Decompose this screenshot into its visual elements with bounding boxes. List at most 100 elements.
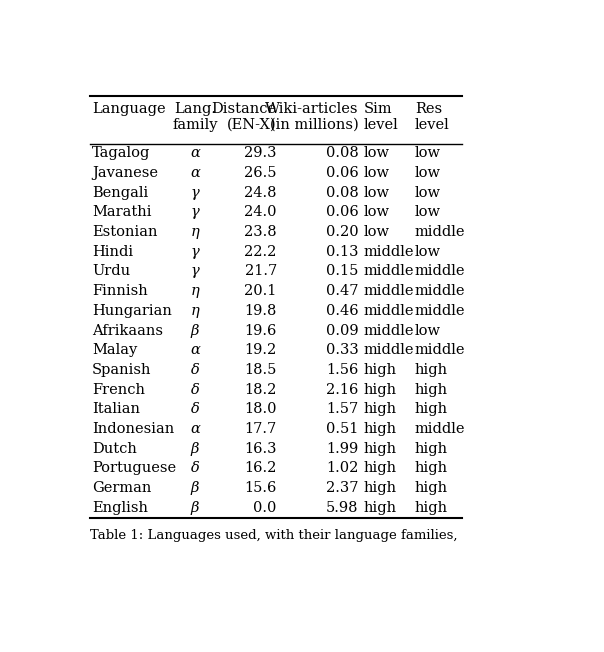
Text: 18.5: 18.5 — [245, 363, 277, 377]
Text: high: high — [415, 481, 448, 495]
Text: Hindi: Hindi — [92, 244, 133, 259]
Text: α: α — [190, 166, 200, 180]
Text: Italian: Italian — [92, 402, 140, 416]
Text: high: high — [415, 441, 448, 456]
Text: 0.08: 0.08 — [326, 186, 359, 200]
Text: 16.2: 16.2 — [245, 462, 277, 475]
Text: high: high — [415, 383, 448, 396]
Text: 0.46: 0.46 — [326, 304, 359, 318]
Text: low: low — [415, 186, 441, 200]
Text: 19.2: 19.2 — [245, 343, 277, 357]
Text: low: low — [364, 146, 390, 160]
Text: 26.5: 26.5 — [244, 166, 277, 180]
Text: low: low — [364, 205, 390, 220]
Text: high: high — [364, 501, 396, 514]
Text: 29.3: 29.3 — [244, 146, 277, 160]
Text: η: η — [190, 225, 199, 239]
Text: 0.33: 0.33 — [326, 343, 359, 357]
Text: Spanish: Spanish — [92, 363, 152, 377]
Text: high: high — [415, 402, 448, 416]
Text: 5.98: 5.98 — [326, 501, 359, 514]
Text: middle: middle — [415, 265, 465, 278]
Text: French: French — [92, 383, 145, 396]
Text: Bengali: Bengali — [92, 186, 148, 200]
Text: 1.99: 1.99 — [326, 441, 359, 456]
Text: 0.08: 0.08 — [326, 146, 359, 160]
Text: Malay: Malay — [92, 343, 137, 357]
Text: low: low — [415, 146, 441, 160]
Text: 2.37: 2.37 — [326, 481, 359, 495]
Text: low: low — [364, 166, 390, 180]
Text: 19.6: 19.6 — [245, 323, 277, 338]
Text: middle: middle — [364, 265, 414, 278]
Text: high: high — [415, 462, 448, 475]
Text: β: β — [191, 481, 199, 495]
Text: high: high — [364, 481, 396, 495]
Text: middle: middle — [364, 284, 414, 298]
Text: German: German — [92, 481, 151, 495]
Text: low: low — [415, 205, 441, 220]
Text: low: low — [364, 186, 390, 200]
Text: δ: δ — [190, 383, 199, 396]
Text: 0.06: 0.06 — [326, 205, 359, 220]
Text: Portuguese: Portuguese — [92, 462, 176, 475]
Text: γ: γ — [190, 205, 199, 220]
Text: Table 1: Languages used, with their language families,: Table 1: Languages used, with their lang… — [89, 529, 457, 542]
Text: middle: middle — [415, 225, 465, 239]
Text: 24.8: 24.8 — [244, 186, 277, 200]
Text: low: low — [415, 244, 441, 259]
Text: γ: γ — [190, 186, 199, 200]
Text: Hungarian: Hungarian — [92, 304, 172, 318]
Text: high: high — [364, 422, 396, 436]
Text: Tagalog: Tagalog — [92, 146, 150, 160]
Text: middle: middle — [364, 244, 414, 259]
Text: low: low — [364, 225, 390, 239]
Text: 0.51: 0.51 — [326, 422, 359, 436]
Text: 0.06: 0.06 — [326, 166, 359, 180]
Text: 17.7: 17.7 — [245, 422, 277, 436]
Text: high: high — [364, 441, 396, 456]
Text: 0.15: 0.15 — [326, 265, 359, 278]
Text: 23.8: 23.8 — [244, 225, 277, 239]
Text: Marathi: Marathi — [92, 205, 152, 220]
Text: γ: γ — [190, 265, 199, 278]
Text: high: high — [364, 462, 396, 475]
Text: η: η — [190, 304, 199, 318]
Text: 0.20: 0.20 — [326, 225, 359, 239]
Text: middle: middle — [415, 422, 465, 436]
Text: 21.7: 21.7 — [245, 265, 277, 278]
Text: Lang.
family: Lang. family — [172, 102, 217, 132]
Text: γ: γ — [190, 244, 199, 259]
Text: Estonian: Estonian — [92, 225, 158, 239]
Text: Distance
(EN-X): Distance (EN-X) — [211, 102, 277, 132]
Text: 2.16: 2.16 — [326, 383, 359, 396]
Text: β: β — [191, 323, 199, 338]
Text: 20.1: 20.1 — [245, 284, 277, 298]
Text: Sim
level: Sim level — [364, 102, 398, 132]
Text: middle: middle — [364, 304, 414, 318]
Text: β: β — [191, 501, 199, 514]
Text: Res
level: Res level — [415, 102, 449, 132]
Text: Finnish: Finnish — [92, 284, 147, 298]
Text: Urdu: Urdu — [92, 265, 130, 278]
Text: 0.47: 0.47 — [326, 284, 359, 298]
Text: high: high — [364, 402, 396, 416]
Text: 15.6: 15.6 — [245, 481, 277, 495]
Text: high: high — [415, 501, 448, 514]
Text: Wiki-articles
(in millions): Wiki-articles (in millions) — [265, 102, 359, 132]
Text: middle: middle — [364, 343, 414, 357]
Text: middle: middle — [415, 304, 465, 318]
Text: 16.3: 16.3 — [244, 441, 277, 456]
Text: 1.57: 1.57 — [326, 402, 359, 416]
Text: 18.0: 18.0 — [244, 402, 277, 416]
Text: 0.09: 0.09 — [326, 323, 359, 338]
Text: 1.02: 1.02 — [326, 462, 359, 475]
Text: α: α — [190, 146, 200, 160]
Text: 0.13: 0.13 — [326, 244, 359, 259]
Text: 0.0: 0.0 — [254, 501, 277, 514]
Text: α: α — [190, 343, 200, 357]
Text: 18.2: 18.2 — [245, 383, 277, 396]
Text: low: low — [415, 166, 441, 180]
Text: 19.8: 19.8 — [245, 304, 277, 318]
Text: η: η — [190, 284, 199, 298]
